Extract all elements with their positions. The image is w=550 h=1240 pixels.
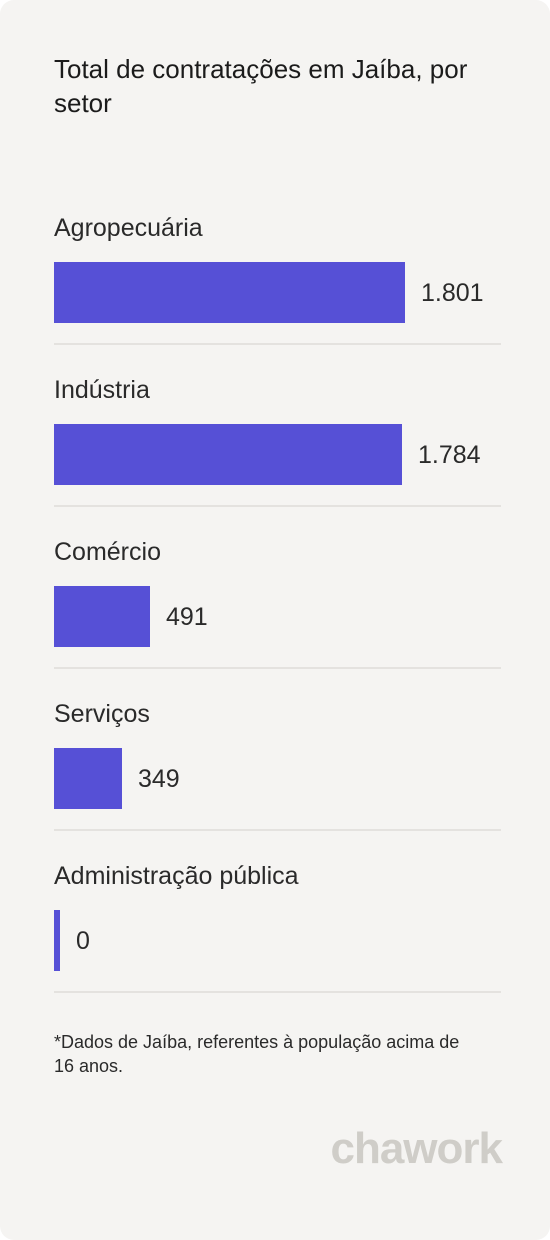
bar-category-label: Serviços [54,700,150,728]
bar [54,424,402,485]
bar [54,748,122,809]
row-divider [54,829,501,831]
bar-row: Agropecuária 1.801 [54,212,501,374]
row-divider [54,343,501,345]
bar-category-label: Administração pública [54,862,299,890]
bar-row: Administração pública 0 [54,860,501,1022]
row-divider [54,667,501,669]
bar-category-label: Agropecuária [54,214,203,242]
bar [54,586,150,647]
bar-category-label: Comércio [54,538,161,566]
bar [54,910,60,971]
bar-value-label: 0 [76,927,90,955]
footnote: *Dados de Jaíba, referentes à população … [54,1032,460,1076]
bar-value-label: 1.801 [421,279,484,307]
chart-title: Total de contratações em Jaíba, por seto… [54,54,468,118]
chawork-logo: chawork [330,1124,503,1173]
row-divider [54,991,501,993]
bar-row: Indústria 1.784 [54,374,501,536]
bar-row: Serviços 349 [54,698,501,860]
row-divider [54,505,501,507]
bar-row: Comércio 491 [54,536,501,698]
bar-category-label: Indústria [54,376,150,404]
bar-value-label: 349 [138,765,180,793]
bar-value-label: 491 [166,603,208,631]
bar-value-label: 1.784 [418,441,481,469]
bar [54,262,405,323]
